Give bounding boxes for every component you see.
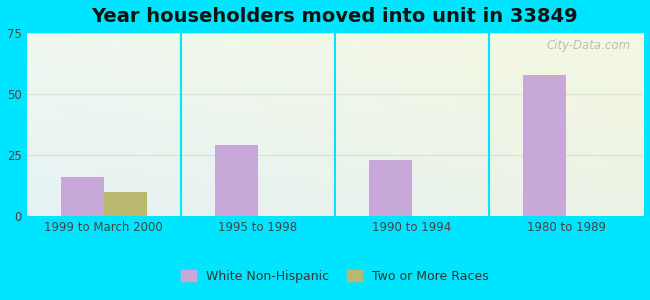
Bar — [523, 74, 566, 216]
Bar — [60, 177, 104, 216]
Text: City-Data.com: City-Data.com — [547, 38, 630, 52]
Bar — [214, 145, 258, 216]
Legend: White Non-Hispanic, Two or More Races: White Non-Hispanic, Two or More Races — [177, 266, 493, 286]
Bar — [104, 192, 147, 216]
Bar — [369, 160, 412, 216]
Title: Year householders moved into unit in 33849: Year householders moved into unit in 338… — [92, 7, 578, 26]
